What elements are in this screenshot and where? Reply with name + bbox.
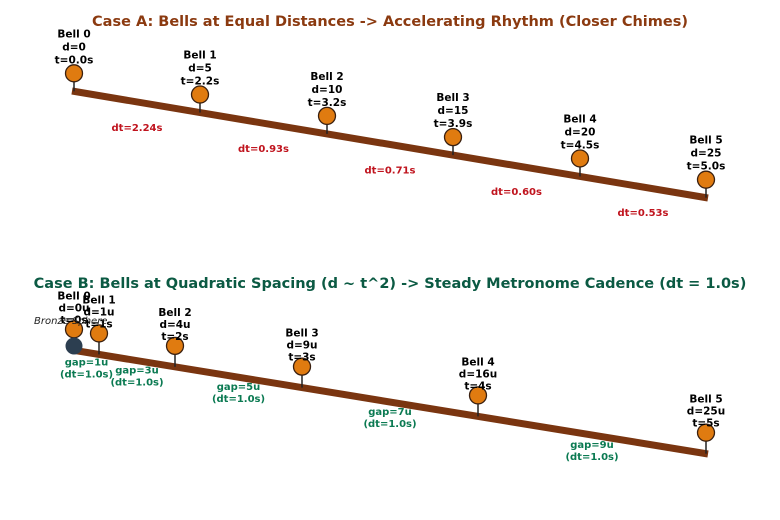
bell-distance: d=10 [312, 84, 343, 96]
bell-time: t=5s [692, 418, 719, 430]
bell-name: Bell 5 [689, 394, 722, 406]
case-b-title: Case B: Bells at Quadratic Spacing (d ~ … [34, 276, 747, 292]
bell-time: t=5.0s [687, 161, 726, 173]
bell-distance: d=5 [188, 63, 212, 75]
bell-time: t=4.5s [561, 139, 600, 151]
case-a-interval: dt=0.60s [491, 187, 542, 198]
bell-icon [468, 386, 488, 405]
case-a-bell: Bell 0d=0t=0.0s [55, 28, 94, 92]
bronze-sphere-icon [65, 337, 83, 355]
case-a-interval: dt=2.24s [112, 123, 163, 134]
bell-name: Bell 1 [183, 50, 216, 62]
bell-name: Bell 3 [436, 92, 469, 104]
bell-time: t=0.0s [55, 54, 94, 66]
bell-icon [64, 64, 84, 83]
case-b-interval: (dt=1.0s) [363, 419, 416, 430]
bell-distance: d=25u [687, 406, 725, 418]
bell-icon [165, 336, 185, 355]
bell-icon [696, 170, 716, 189]
case-b-bell: Bell 2d=4ut=2s [158, 307, 192, 367]
bell-name: Bell 4 [563, 113, 596, 125]
case-a-title: Case A: Bells at Equal Distances -> Acce… [92, 14, 688, 30]
bell-time: t=2s [161, 331, 188, 343]
bell-name: Bell 3 [285, 328, 318, 340]
case-a-interval: dt=0.71s [365, 166, 416, 177]
bell-time: t=4s [464, 380, 491, 392]
bell-icon [292, 357, 312, 376]
bell-icon [443, 127, 463, 147]
case-b-gap: gap=3u [115, 366, 159, 377]
bell-time: t=0s [60, 314, 87, 326]
case-b-interval: (dt=1.0s) [565, 452, 618, 463]
bell-distance: d=1u [83, 306, 114, 318]
bell-distance: d=0 [62, 41, 86, 53]
sphere-label: Bronze Sphere [34, 316, 107, 327]
bell-distance: d=16u [459, 368, 497, 380]
bell-icon [89, 324, 109, 343]
case-b-beam [71, 346, 709, 458]
case-b-interval: (dt=1.0s) [110, 378, 163, 389]
bell-name: Bell 5 [689, 135, 722, 147]
case-b-interval: (dt=1.0s) [212, 394, 265, 405]
bell-distance: d=0u [58, 302, 89, 314]
bell-name: Bell 2 [158, 307, 191, 319]
case-a-bell: Bell 5d=25t=5.0s [687, 135, 726, 198]
bell-distance: d=9u [286, 340, 317, 352]
case-a-interval: dt=0.53s [618, 208, 669, 219]
case-b-bell: Bell 3d=9ut=3s [285, 328, 319, 388]
case-b-interval: (dt=1.0s) [60, 369, 113, 380]
case-b-gap: gap=9u [570, 440, 614, 451]
case-b-gap: gap=7u [368, 407, 412, 418]
case-b-bell: Bell 0d=0ut=0s [57, 290, 91, 351]
case-a-interval: dt=0.93s [238, 144, 289, 155]
case-a-bell: Bell 4d=20t=4.5s [561, 113, 600, 177]
bell-time: t=2.2s [181, 76, 220, 88]
bell-icon [696, 423, 716, 442]
bell-icon [190, 85, 210, 104]
case-a-panel: Bell 0d=0t=0.0s Bell 1d=5t=2.2s Bell 2d=10… [55, 28, 726, 219]
bell-time: t=3s [288, 352, 315, 364]
case-b-bell: Bell 1d=1ut=1s [82, 294, 116, 355]
bell-distance: d=4u [159, 319, 190, 331]
bell-distance: d=15 [438, 105, 469, 117]
bell-time: t=3.9s [434, 118, 473, 130]
bell-icon [317, 106, 337, 126]
bell-name: Bell 0 [57, 28, 90, 40]
bell-name: Bell 2 [310, 71, 343, 83]
bell-name: Bell 1 [82, 294, 115, 306]
case-b-gap: gap=1u [65, 357, 109, 368]
case-a-bell: Bell 3d=15t=3.9s [434, 92, 473, 156]
bell-name: Bell 4 [461, 356, 494, 368]
bell-time: t=1s [85, 318, 112, 330]
bell-distance: d=20 [565, 126, 596, 138]
case-a-bell: Bell 2d=10t=3.2s [308, 71, 347, 134]
bell-distance: d=25 [691, 148, 722, 160]
case-a-bell: Bell 1d=5t=2.2s [181, 50, 220, 113]
case-a-beam [71, 87, 709, 202]
bell-time: t=3.2s [308, 97, 347, 109]
bell-icon [570, 149, 590, 168]
case-b-gap: gap=5u [217, 382, 261, 393]
bell-name: Bell 0 [57, 290, 90, 302]
